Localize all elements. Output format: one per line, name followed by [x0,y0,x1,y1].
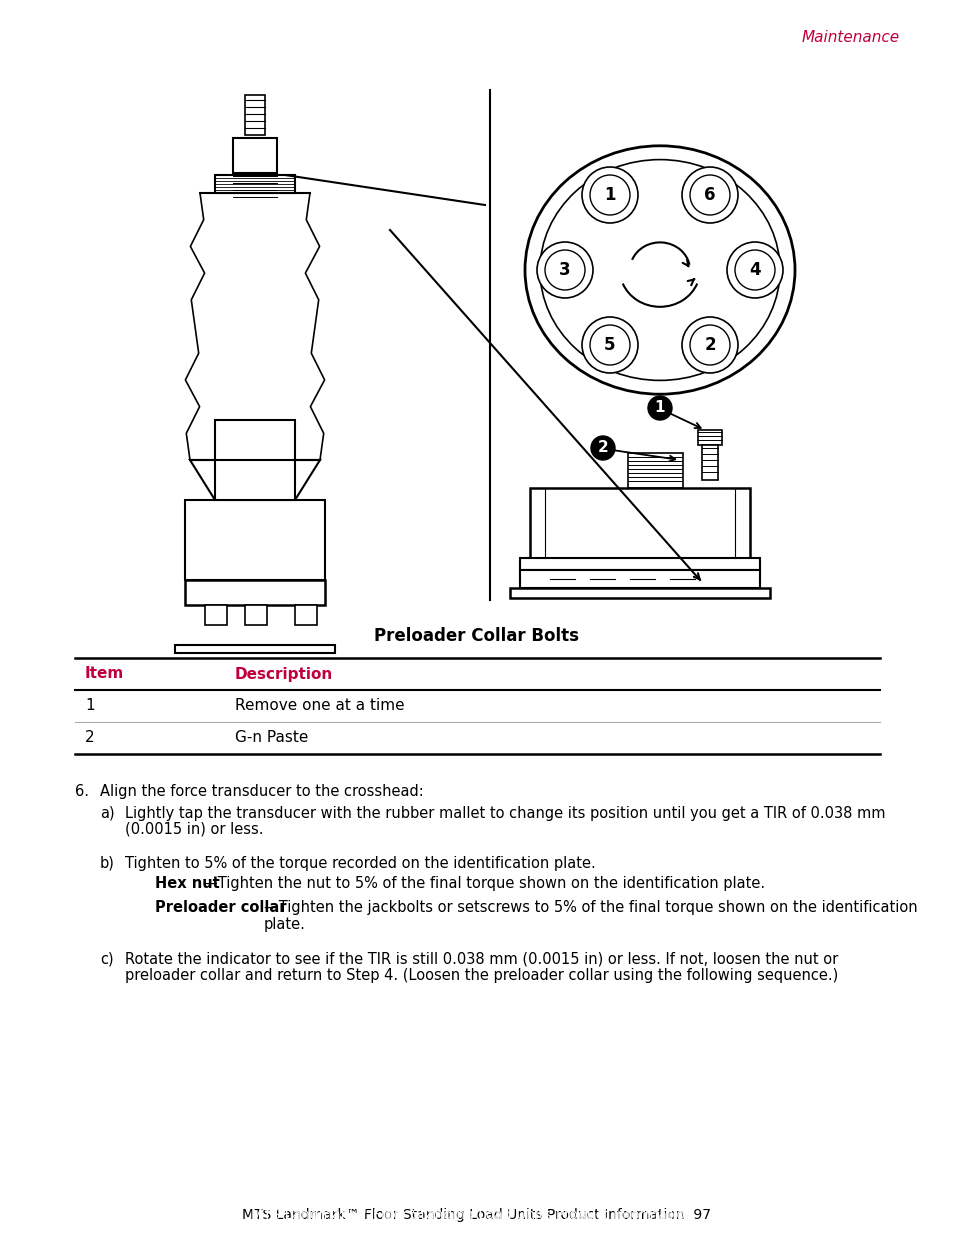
Text: Align the force transducer to the crosshead:: Align the force transducer to the crossh… [100,784,423,799]
Bar [185,500,325,580]
Bar [174,645,335,653]
Circle shape [681,317,738,373]
Bar [233,138,276,173]
Polygon shape [190,459,319,500]
Circle shape [581,317,638,373]
Bar [294,605,316,625]
Text: b): b) [100,856,114,871]
Text: 1: 1 [654,400,664,415]
Text: 1: 1 [603,186,615,204]
Bar [698,430,721,445]
Circle shape [581,167,638,224]
Text: Maintenance: Maintenance [801,31,899,46]
Bar [214,420,294,500]
Text: Preloader collar: Preloader collar [154,900,286,915]
Circle shape [647,396,671,420]
Bar [185,580,325,605]
Bar [245,95,265,135]
Text: Hex nut: Hex nut [154,876,219,890]
Text: 6.: 6. [75,784,89,799]
Text: Description: Description [234,667,333,682]
Bar [519,571,760,588]
Text: Remove one at a time: Remove one at a time [234,699,404,714]
Text: Item: Item [85,667,124,682]
Text: preloader collar and return to Step 4. (Loosen the preloader collar using the fo: preloader collar and return to Step 4. (… [125,968,838,983]
Text: 5: 5 [603,336,615,354]
Bar [214,175,294,193]
Bar [519,558,760,571]
Bar [205,605,227,625]
Text: c): c) [100,952,113,967]
Circle shape [681,167,738,224]
Text: a): a) [100,806,114,821]
Circle shape [726,242,782,298]
Text: 4: 4 [748,261,760,279]
Text: 2: 2 [703,336,715,354]
Bar [530,488,749,558]
Text: —Tighten the jackbolts or setscrews to 5% of the final torque shown on the ident: —Tighten the jackbolts or setscrews to 5… [264,900,917,932]
Ellipse shape [524,146,794,394]
Text: 3: 3 [558,261,570,279]
Bar [510,588,769,598]
Text: 2: 2 [85,730,94,746]
Text: G-n Paste: G-n Paste [234,730,308,746]
Text: (0.0015 in) or less.: (0.0015 in) or less. [125,823,263,837]
Text: MTS Landmark™ Floor Standing Load Units Product Information: MTS Landmark™ Floor Standing Load Units … [251,1208,702,1221]
Text: —Tighten the nut to 5% of the final torque shown on the identification plate.: —Tighten the nut to 5% of the final torq… [202,876,764,890]
Bar [701,445,718,480]
Text: Lightly tap the transducer with the rubber mallet to change its position until y: Lightly tap the transducer with the rubb… [125,806,884,821]
Circle shape [537,242,593,298]
Text: Rotate the indicator to see if the TIR is still 0.038 mm (0.0015 in) or less. If: Rotate the indicator to see if the TIR i… [125,952,838,967]
Text: 6: 6 [703,186,715,204]
Text: Preloader Collar Bolts: Preloader Collar Bolts [375,627,578,645]
Text: 1: 1 [85,699,94,714]
Text: Tighten to 5% of the torque recorded on the identification plate.: Tighten to 5% of the torque recorded on … [125,856,595,871]
Text: MTS Landmark™ Floor Standing Load Units Product Information  97: MTS Landmark™ Floor Standing Load Units … [242,1208,711,1221]
Text: 2: 2 [597,441,608,456]
Bar [245,605,267,625]
Bar [627,453,682,488]
Circle shape [590,436,615,459]
